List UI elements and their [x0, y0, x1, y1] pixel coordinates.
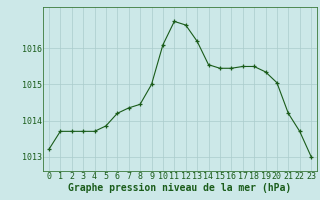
- X-axis label: Graphe pression niveau de la mer (hPa): Graphe pression niveau de la mer (hPa): [68, 183, 292, 193]
